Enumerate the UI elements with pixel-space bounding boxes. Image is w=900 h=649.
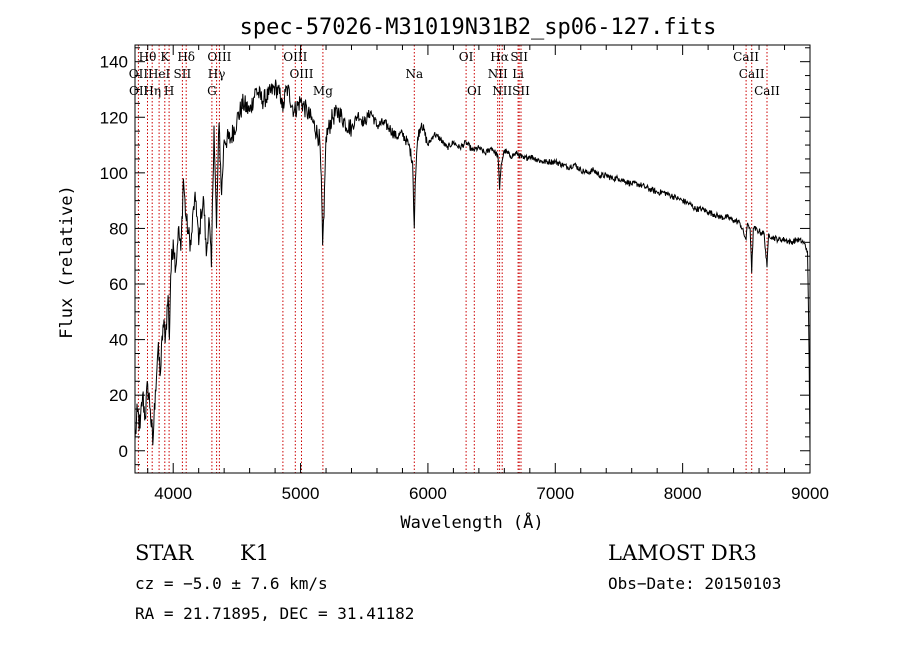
line-label-17: CaII	[739, 67, 765, 81]
line-markers	[137, 45, 768, 473]
line-label-2: Hδ	[177, 50, 195, 64]
line-label-23: OI	[467, 84, 482, 98]
line-label-3: OIII	[207, 50, 231, 64]
y-tick-label-1: 20	[109, 386, 128, 405]
obs-date: Obs−Date: 20150103	[608, 574, 781, 593]
x-tick-label-1: 5000	[282, 484, 320, 503]
line-label-9: OII	[129, 67, 149, 81]
x-tick-label-3: 7000	[536, 484, 574, 503]
y-tick-label-7: 140	[100, 53, 128, 72]
y-tick-label-5: 100	[100, 164, 128, 183]
x-tick-label-4: 8000	[664, 484, 702, 503]
line-label-0: Hθ	[139, 50, 157, 64]
spectrum-line	[134, 79, 811, 451]
line-label-10: HeI	[148, 67, 171, 81]
x-tick-label-5: 9000	[791, 484, 829, 503]
line-label-25: SII	[512, 84, 530, 98]
y-tick-label-3: 60	[109, 275, 128, 294]
chart-title: spec-57026-M31019N31B2_sp06-127.fits	[240, 15, 717, 40]
line-label-7: SII	[510, 50, 528, 64]
x-axis-label: Wavelength (Å)	[400, 511, 543, 533]
plot-frame	[134, 44, 811, 474]
line-label-6: Hα	[490, 50, 509, 64]
y-tick-label-2: 40	[109, 331, 128, 350]
y-tick-label-4: 80	[109, 219, 128, 238]
redshift-text: cz = −5.0 ± 7.6 km/s	[135, 574, 328, 593]
line-label-24: NII	[492, 84, 512, 98]
coordinates: RA = 21.71895, DEC = 31.41182	[135, 604, 414, 623]
line-label-1: K	[160, 50, 170, 64]
x-tick-label-0: 4000	[154, 484, 192, 503]
object-class: STAR	[135, 541, 194, 565]
line-label-5: OI	[459, 50, 474, 64]
line-label-4: OIII	[283, 50, 307, 64]
spectrum-series	[134, 79, 811, 451]
line-label-21: G	[207, 84, 217, 98]
line-label-8: CaII	[733, 50, 759, 64]
line-label-15: NII	[488, 67, 508, 81]
object-subclass: K1	[240, 541, 269, 565]
x-tick-label-2: 6000	[409, 484, 447, 503]
line-label-22: Mg	[313, 84, 333, 98]
line-label-26: CaII	[754, 84, 780, 98]
y-axis-label: Flux (relative)	[57, 185, 77, 339]
survey-name: LAMOST DR3	[608, 541, 757, 565]
line-label-13: OIII	[289, 67, 313, 81]
y-tick-label-0: 0	[119, 442, 128, 461]
line-label-12: Hγ	[208, 67, 226, 81]
line-label-14: Na	[405, 67, 423, 81]
line-label-20: H	[164, 84, 174, 98]
line-label-19: Hη	[143, 84, 161, 98]
x-axis-ticks: 4000 5000 6000 7000 8000 9000	[147, 45, 829, 503]
y-tick-label-6: 120	[100, 108, 128, 127]
line-label-11: SII	[174, 67, 192, 81]
line-label-16: Li	[512, 67, 524, 81]
y-axis-ticks: 0 20 40 60 80 100 120 140	[100, 47, 810, 466]
line-label-18: OII	[129, 84, 149, 98]
